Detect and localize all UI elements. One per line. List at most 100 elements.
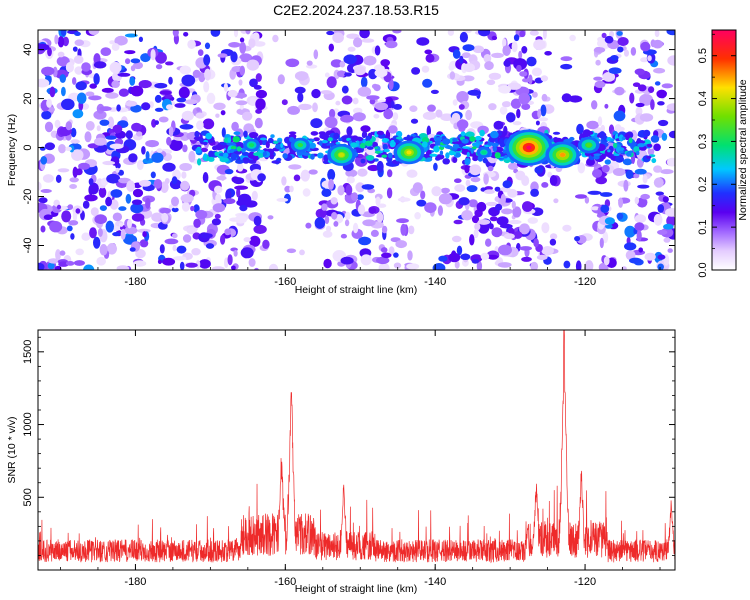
heatmap-cell bbox=[171, 176, 178, 185]
heatmap-cell bbox=[498, 244, 512, 256]
heatmap-cell bbox=[323, 154, 329, 162]
heatmap-cell bbox=[240, 247, 254, 259]
heatmap-cell bbox=[385, 40, 398, 49]
heatmap-cell bbox=[657, 204, 665, 213]
heatmap-cell bbox=[617, 46, 624, 53]
heatmap-cell bbox=[619, 150, 624, 154]
heatmap-cell bbox=[200, 147, 208, 153]
heatmap-cell bbox=[322, 230, 333, 238]
heatmap-cell bbox=[357, 204, 366, 215]
x-tick-label: -140 bbox=[424, 576, 446, 588]
heatmap-cell bbox=[267, 215, 274, 220]
heatmap-cell bbox=[58, 144, 66, 154]
heatmap-cell bbox=[422, 111, 437, 121]
heatmap-cell bbox=[360, 76, 368, 88]
heatmap-cell bbox=[521, 46, 528, 54]
heatmap-cell bbox=[626, 151, 632, 157]
heatmap-cell bbox=[84, 131, 92, 143]
heatmap-cell bbox=[475, 142, 480, 149]
heatmap-cell bbox=[74, 39, 85, 46]
heatmap-cell bbox=[357, 86, 372, 97]
heatmap-cell bbox=[657, 229, 668, 235]
heatmap-cell bbox=[183, 32, 189, 37]
heatmap-cell bbox=[154, 120, 159, 125]
heatmap-cell bbox=[634, 68, 645, 76]
heatmap-cell bbox=[503, 233, 515, 240]
heatmap-cell bbox=[159, 244, 165, 254]
heatmap-cell bbox=[314, 217, 326, 229]
y-tick-label: 1500 bbox=[22, 340, 34, 364]
heatmap-cell bbox=[628, 137, 633, 144]
y-tick-label: -20 bbox=[22, 189, 34, 205]
heatmap-cell bbox=[612, 168, 626, 176]
heatmap-cell bbox=[203, 81, 210, 93]
heatmap-cell bbox=[454, 178, 462, 183]
heatmap-cell bbox=[333, 221, 339, 227]
heatmap-cell bbox=[350, 142, 358, 148]
heatmap-cell bbox=[277, 139, 283, 143]
heatmap-cell bbox=[217, 53, 228, 58]
heatmap-cell bbox=[369, 98, 376, 105]
heatmap-cell bbox=[320, 90, 333, 95]
heatmap-cell bbox=[100, 47, 112, 56]
heatmap-cell bbox=[259, 137, 267, 141]
heatmap-cell bbox=[328, 43, 334, 52]
heatmap-cell bbox=[241, 147, 246, 153]
heatmap-cell bbox=[593, 153, 602, 156]
heatmap-cell bbox=[416, 37, 430, 46]
heatmap-cell bbox=[374, 150, 381, 154]
heatmap-cell bbox=[499, 106, 508, 115]
heatmap-cell bbox=[433, 145, 440, 153]
heatmap-cell bbox=[239, 103, 244, 110]
heatmap-cell bbox=[568, 95, 583, 103]
heatmap-cell bbox=[367, 164, 380, 172]
heatmap-cell bbox=[542, 30, 547, 40]
heatmap-cell bbox=[72, 46, 78, 52]
heatmap-cell bbox=[512, 206, 522, 218]
heatmap-cell bbox=[272, 34, 279, 43]
heatmap-cell bbox=[161, 212, 169, 223]
heatmap-cell bbox=[232, 136, 240, 143]
heatmap-cell bbox=[131, 122, 142, 132]
heatmap-cell bbox=[366, 95, 380, 100]
heatmap-cell bbox=[640, 57, 649, 63]
heatmap-cell bbox=[224, 168, 234, 175]
heatmap-cell bbox=[205, 243, 215, 249]
heatmap-cell bbox=[587, 190, 602, 195]
heatmap-cell bbox=[298, 103, 312, 111]
heatmap-cell bbox=[255, 108, 262, 114]
heatmap-cell bbox=[44, 142, 56, 151]
heatmap-cell bbox=[227, 254, 233, 266]
heatmap-cell bbox=[429, 153, 438, 157]
heatmap-cell bbox=[151, 152, 164, 163]
heatmap-cell bbox=[49, 221, 63, 233]
heatmap-cell bbox=[604, 217, 616, 225]
heatmap-cell bbox=[84, 194, 98, 202]
heatmap-cell bbox=[154, 82, 168, 89]
heatmap-cell bbox=[454, 260, 460, 269]
heatmap-cell bbox=[200, 233, 213, 239]
heatmap-cell bbox=[639, 93, 654, 106]
heatmap-cell bbox=[133, 61, 143, 70]
snr-xlabel: Height of straight line (km) bbox=[295, 583, 418, 595]
heatmap-cell bbox=[604, 224, 613, 229]
heatmap-cell bbox=[195, 112, 205, 119]
heatmap-cell bbox=[265, 141, 270, 149]
heatmap-cell bbox=[140, 53, 151, 63]
heatmap-cell bbox=[237, 163, 244, 172]
heatmap-cell bbox=[395, 240, 408, 249]
heatmap-cell bbox=[98, 186, 107, 198]
heatmap-cell bbox=[538, 117, 549, 122]
heatmap-cell bbox=[78, 162, 90, 170]
heatmap-cell bbox=[97, 228, 103, 237]
heatmap-cell bbox=[61, 86, 66, 97]
heatmap-cell bbox=[293, 174, 301, 182]
heatmap-cell bbox=[519, 223, 530, 235]
heatmap-cell bbox=[601, 164, 610, 173]
heatmap-cell bbox=[597, 116, 603, 126]
heatmap-cell bbox=[593, 76, 603, 81]
heatmap-cell bbox=[129, 247, 136, 252]
heatmap-cell bbox=[553, 198, 559, 204]
heatmap-cell bbox=[223, 82, 228, 92]
heatmap-cell bbox=[242, 157, 250, 164]
